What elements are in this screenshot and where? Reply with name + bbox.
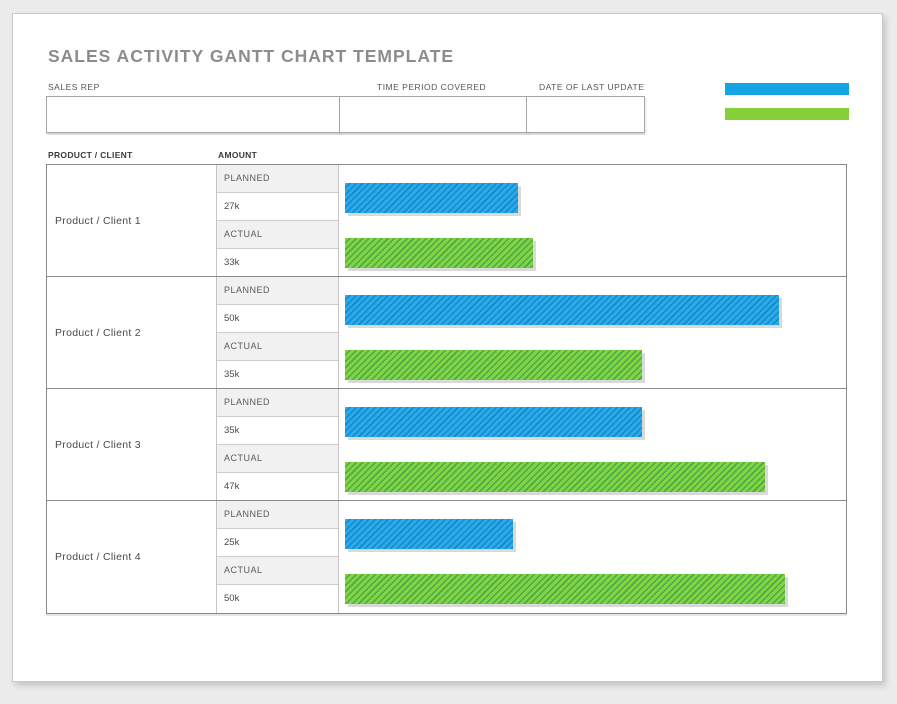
amount-cell: PLANNED 25k ACTUAL 50k [217, 501, 339, 613]
actual-bar[interactable] [345, 238, 533, 268]
sales-rep-field[interactable] [46, 96, 340, 133]
gantt-table: Product / Client 1 PLANNED 27k ACTUAL 33… [46, 164, 847, 614]
planned-bar[interactable] [345, 519, 513, 549]
planned-bar[interactable] [345, 407, 642, 437]
table-row: Product / Client 2 PLANNED 50k ACTUAL 35… [47, 277, 846, 389]
gantt-cell [339, 165, 846, 276]
product-client-cell[interactable]: Product / Client 4 [47, 501, 217, 613]
planned-amount-cell[interactable]: 50k [217, 305, 338, 333]
amount-cell: PLANNED 35k ACTUAL 47k [217, 389, 339, 500]
amount-header: AMOUNT [218, 150, 258, 160]
page-title: SALES ACTIVITY GANTT CHART TEMPLATE [48, 46, 455, 66]
actual-bar[interactable] [345, 462, 765, 492]
legend-planned-swatch [725, 83, 849, 95]
actual-label-cell: ACTUAL [217, 445, 338, 473]
planned-label-cell: PLANNED [217, 165, 338, 193]
last-update-field[interactable] [526, 96, 645, 133]
time-period-label: TIME PERIOD COVERED [377, 82, 487, 92]
product-client-name: Product / Client 2 [55, 326, 141, 339]
gantt-cell [339, 389, 846, 500]
product-client-cell[interactable]: Product / Client 1 [47, 165, 217, 276]
table-row: Product / Client 1 PLANNED 27k ACTUAL 33… [47, 165, 846, 277]
planned-label-cell: PLANNED [217, 501, 338, 529]
last-update-label: DATE OF LAST UPDATE [539, 82, 645, 92]
actual-amount-cell[interactable]: 33k [224, 257, 240, 268]
sales-rep-label: SALES REP [48, 82, 100, 92]
gantt-cell [339, 277, 846, 388]
planned-bar[interactable] [345, 183, 518, 213]
actual-amount-cell[interactable]: 35k [224, 369, 240, 380]
product-client-header: PRODUCT / CLIENT [48, 150, 133, 160]
actual-label-cell: ACTUAL [217, 557, 338, 585]
planned-amount-cell[interactable]: 35k [217, 417, 338, 445]
planned-amount-cell[interactable]: 25k [217, 529, 338, 557]
planned-label-cell: PLANNED [217, 389, 338, 417]
planned-bar[interactable] [345, 295, 779, 325]
template-sheet: SALES ACTIVITY GANTT CHART TEMPLATE SALE… [12, 13, 883, 682]
gantt-cell [339, 501, 846, 613]
amount-cell: PLANNED 27k ACTUAL 33k [217, 165, 339, 276]
actual-label-cell: ACTUAL [217, 221, 338, 249]
legend-actual-swatch [725, 108, 849, 120]
product-client-cell[interactable]: Product / Client 3 [47, 389, 217, 500]
planned-amount-cell[interactable]: 27k [217, 193, 338, 221]
table-row: Product / Client 4 PLANNED 25k ACTUAL 50… [47, 501, 846, 613]
product-client-cell[interactable]: Product / Client 2 [47, 277, 217, 388]
actual-bar[interactable] [345, 574, 785, 604]
product-client-name: Product / Client 1 [55, 214, 141, 227]
actual-bar[interactable] [345, 350, 642, 380]
actual-amount-cell[interactable]: 50k [224, 593, 240, 604]
time-period-field[interactable] [339, 96, 527, 133]
table-row: Product / Client 3 PLANNED 35k ACTUAL 47… [47, 389, 846, 501]
actual-amount-cell[interactable]: 47k [224, 481, 240, 492]
product-client-name: Product / Client 4 [55, 551, 141, 563]
actual-label-cell: ACTUAL [217, 333, 338, 361]
product-client-name: Product / Client 3 [55, 438, 141, 451]
planned-label-cell: PLANNED [217, 277, 338, 305]
amount-cell: PLANNED 50k ACTUAL 35k [217, 277, 339, 388]
